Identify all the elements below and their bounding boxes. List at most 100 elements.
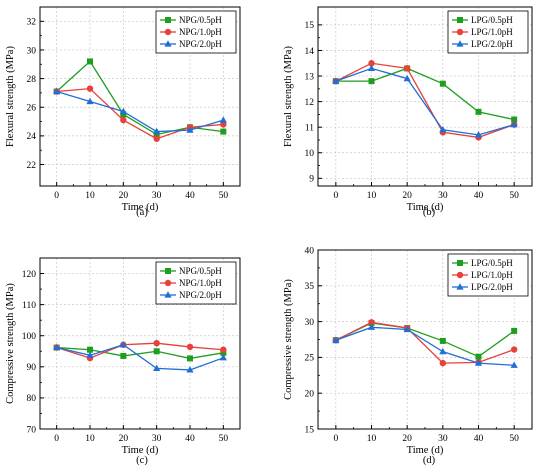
y-tick-label: 28 xyxy=(27,75,37,85)
y-axis-label: Flexural strength (MPa) xyxy=(5,46,16,147)
y-tick-label: 26 xyxy=(27,104,37,114)
legend-marker xyxy=(457,17,463,23)
data-point xyxy=(510,346,518,353)
x-tick-label: 40 xyxy=(185,434,195,444)
data-point xyxy=(439,347,447,355)
series-line-NPG/1.0pH xyxy=(56,342,224,359)
x-axis-label: Time (d) xyxy=(407,202,444,213)
data-point xyxy=(220,121,227,128)
series-line-LPG/1.0pH xyxy=(335,62,515,139)
legend-marker xyxy=(456,283,464,290)
x-tick-label: 50 xyxy=(219,434,229,444)
legend-label: NPG/0.5pH xyxy=(179,15,222,25)
x-tick-label: 20 xyxy=(402,434,412,444)
data-point xyxy=(219,354,227,361)
legend-marker xyxy=(456,40,464,47)
legend-label: NPG/1.0pH xyxy=(179,27,222,37)
data-point xyxy=(475,108,482,115)
y-axis-label: Compressive strength (MPa) xyxy=(5,283,16,404)
y-tick-label: 32 xyxy=(27,18,37,28)
panel-caption: (d) xyxy=(423,455,436,466)
y-tick-label: 120 xyxy=(22,270,37,280)
chart-panel-4: 0 10 20 30 40 50 15 20 25 30 35 40 Time (d) Compressi… xyxy=(283,246,533,466)
data-point xyxy=(220,346,227,353)
x-tick-label: 0 xyxy=(333,434,338,444)
legend-label: NPG/0.5pH xyxy=(179,266,222,276)
panel-caption: (b) xyxy=(423,207,436,218)
data-point xyxy=(186,343,194,351)
x-tick-label: 20 xyxy=(119,191,129,201)
data-point xyxy=(510,120,518,128)
series-line-LPG/0.5pH xyxy=(335,67,515,121)
x-tick-label: 0 xyxy=(333,191,338,201)
x-tick-label: 30 xyxy=(152,434,162,444)
series-line-LPG/2.0pH xyxy=(335,326,515,366)
data-point xyxy=(119,107,127,115)
series-line-LPG/1.0pH xyxy=(335,321,515,364)
data-point xyxy=(511,327,518,334)
y-tick-label: 110 xyxy=(22,301,36,311)
x-tick-label: 20 xyxy=(402,191,412,201)
x-tick-label: 50 xyxy=(509,191,519,201)
data-point xyxy=(153,339,160,347)
data-point xyxy=(187,355,193,362)
data-point xyxy=(403,325,411,333)
legend-marker xyxy=(456,271,464,279)
data-point xyxy=(153,131,160,138)
legend-marker xyxy=(164,279,172,287)
series-line-NPG/2.0pH xyxy=(56,90,224,133)
data-point xyxy=(153,127,161,135)
data-point xyxy=(510,361,518,368)
legend-marker xyxy=(165,268,171,274)
data-point xyxy=(368,319,375,326)
data-point xyxy=(186,366,194,373)
series-line-NPG/1.0pH xyxy=(56,87,224,140)
data-point xyxy=(439,80,446,87)
panel-caption: (c) xyxy=(136,455,148,466)
x-axis-label: Time (d) xyxy=(122,202,159,213)
chart-panel-1: 0 10 20 30 40 50 22 24 26 28 30 32 Time (d) Flexural … xyxy=(5,6,241,218)
data-point xyxy=(86,97,94,105)
y-tick-label: 14 xyxy=(305,47,315,57)
y-tick-label: 90 xyxy=(27,363,37,373)
legend-marker xyxy=(164,40,172,47)
data-point xyxy=(153,348,160,355)
y-tick-label: 40 xyxy=(305,246,315,256)
y-tick-label: 30 xyxy=(305,318,315,328)
y-tick-label: 10 xyxy=(305,149,315,159)
data-point xyxy=(439,125,447,133)
y-tick-label: 25 xyxy=(305,354,315,364)
data-point xyxy=(153,135,160,142)
y-tick-label: 13 xyxy=(305,72,315,82)
data-point xyxy=(368,78,375,85)
legend-marker xyxy=(165,17,171,23)
series-line-NPG/2.0pH xyxy=(56,344,224,371)
legend: LPG/0.5pH LPG/1.0pH LPG/2.0pH xyxy=(447,10,529,54)
series-line-NPG/0.5pH xyxy=(56,60,224,136)
x-tick-label: 50 xyxy=(509,434,519,444)
data-point xyxy=(367,323,376,330)
y-tick-label: 9 xyxy=(309,175,314,185)
data-point xyxy=(368,60,375,67)
legend-marker xyxy=(456,28,464,36)
data-point xyxy=(219,116,227,123)
data-point xyxy=(120,352,127,359)
y-axis-label: Compressive strength (MPa) xyxy=(283,279,294,400)
series-line-LPG/2.0pH xyxy=(335,67,515,136)
legend-label: LPG/0.5pH xyxy=(471,258,513,268)
data-point xyxy=(120,111,127,118)
x-tick-label: 0 xyxy=(54,191,59,201)
x-tick-label: 40 xyxy=(474,434,484,444)
data-point xyxy=(403,65,411,72)
series-line-NPG/0.5pH xyxy=(56,346,224,360)
legend-label: NPG/2.0pH xyxy=(179,290,222,300)
data-point xyxy=(511,116,518,123)
data-point xyxy=(474,359,483,366)
x-tick-label: 10 xyxy=(85,434,95,444)
data-point xyxy=(332,77,340,84)
legend-label: LPG/2.0pH xyxy=(471,39,513,49)
legend: NPG/0.5pH NPG/1.0pH NPG/2.0pH xyxy=(155,10,237,54)
x-tick-label: 10 xyxy=(367,434,377,444)
data-point xyxy=(403,74,411,82)
